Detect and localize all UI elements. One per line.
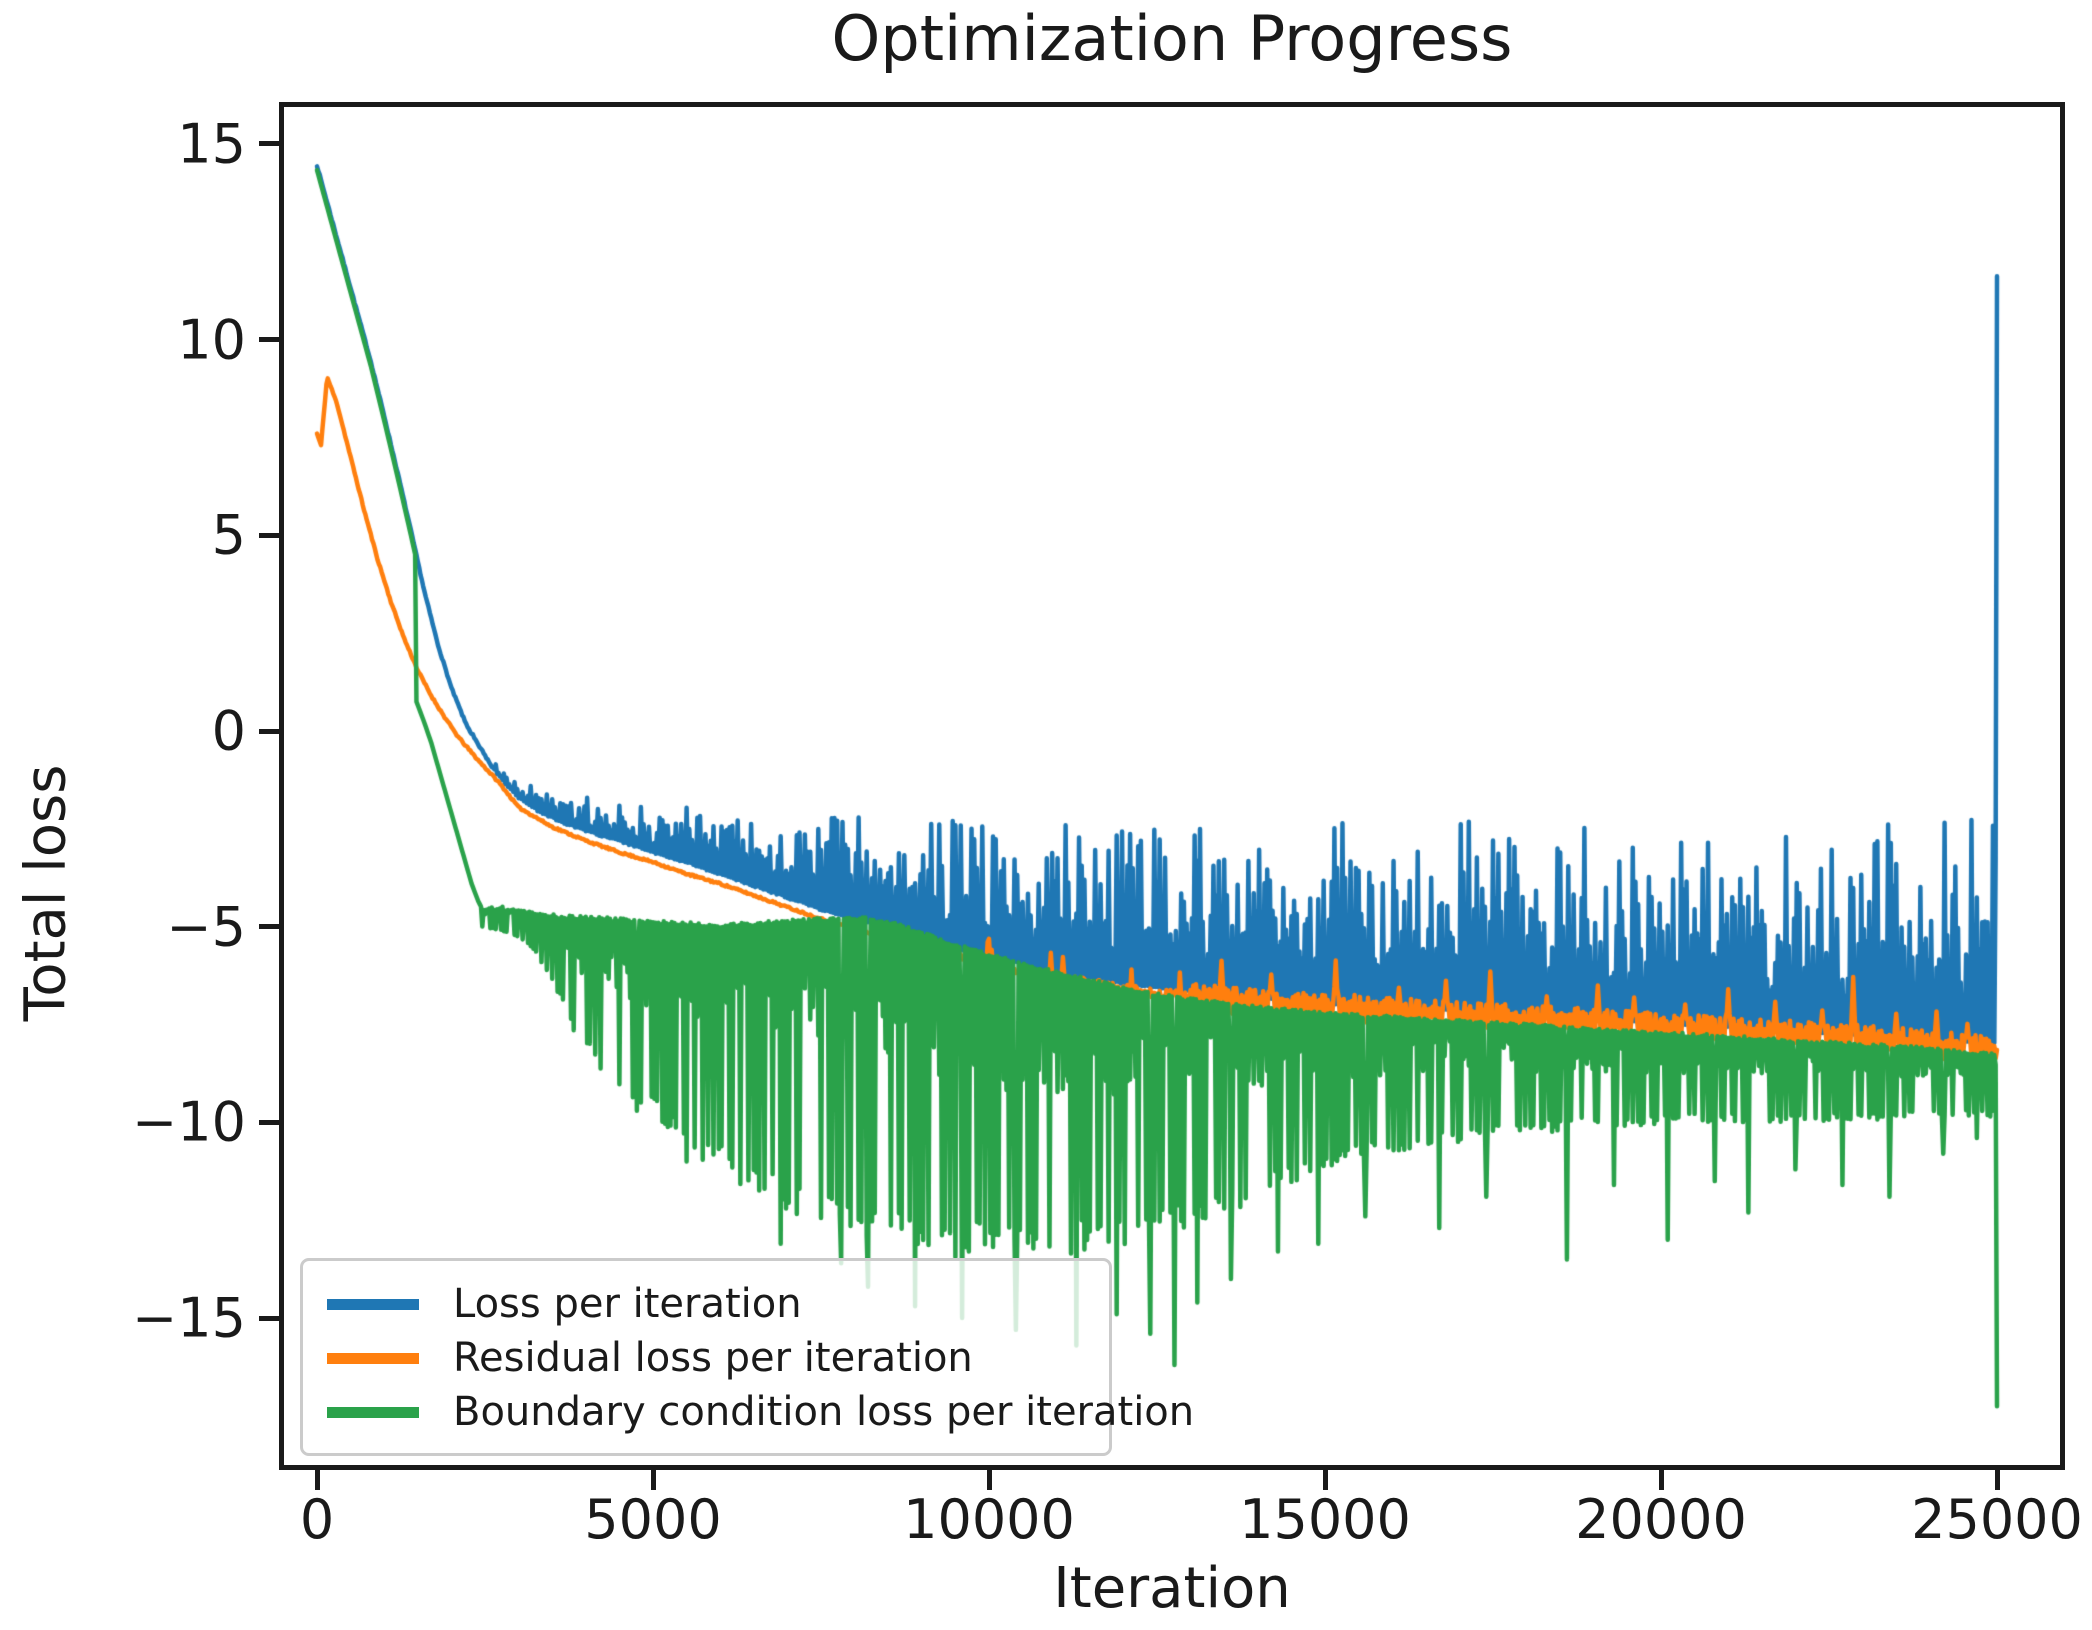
x-tick-label: 0 <box>299 1488 335 1551</box>
y-tick-mark <box>259 728 279 734</box>
legend: Loss per iteration Residual loss per iter… <box>300 1258 1194 1456</box>
legend-row: Residual loss per iteration <box>327 1331 1089 1385</box>
legend-row: Loss per iteration <box>327 1277 1089 1331</box>
y-tick-mark <box>259 337 279 343</box>
legend-row: Boundary condition loss per iteration <box>327 1385 1194 1439</box>
x-tick-mark <box>1658 1470 1664 1490</box>
legend-line-swatch <box>327 1298 419 1310</box>
x-tick-label: 5000 <box>584 1488 722 1551</box>
x-tick-label: 20000 <box>1575 1488 1747 1551</box>
y-tick-label: 0 <box>211 699 246 763</box>
y-tick-label: 5 <box>211 503 246 567</box>
legend-line-swatch <box>327 1406 419 1418</box>
x-tick-mark <box>986 1470 992 1490</box>
x-axis-label: Iteration <box>1053 1556 1291 1621</box>
plot-area <box>279 102 2065 1470</box>
chart-canvas <box>284 107 2060 1465</box>
y-tick-label: −5 <box>166 895 246 959</box>
y-tick-label: −15 <box>132 1286 246 1350</box>
y-tick-mark <box>259 1315 279 1321</box>
y-tick-mark <box>259 532 279 538</box>
y-tick-mark <box>259 141 279 147</box>
legend-label: Loss per iteration <box>453 1281 802 1327</box>
y-tick-label: 10 <box>177 308 246 372</box>
x-tick-label: 10000 <box>903 1488 1075 1551</box>
x-tick-mark <box>1322 1470 1328 1490</box>
y-tick-label: −10 <box>132 1090 246 1154</box>
x-tick-label: 15000 <box>1239 1488 1411 1551</box>
x-tick-mark <box>314 1470 320 1490</box>
legend-label: Boundary condition loss per iteration <box>453 1389 1195 1435</box>
x-tick-label: 25000 <box>1911 1488 2083 1551</box>
y-tick-mark <box>259 1119 279 1125</box>
x-tick-mark <box>1994 1470 2000 1490</box>
legend-line-swatch <box>327 1352 419 1364</box>
y-axis-label: Total loss <box>13 764 79 1022</box>
x-tick-mark <box>650 1470 656 1490</box>
y-tick-mark <box>259 924 279 930</box>
legend-label: Residual loss per iteration <box>453 1335 973 1381</box>
y-tick-label: 15 <box>177 112 246 176</box>
chart-title: Optimization Progress <box>831 2 1513 75</box>
